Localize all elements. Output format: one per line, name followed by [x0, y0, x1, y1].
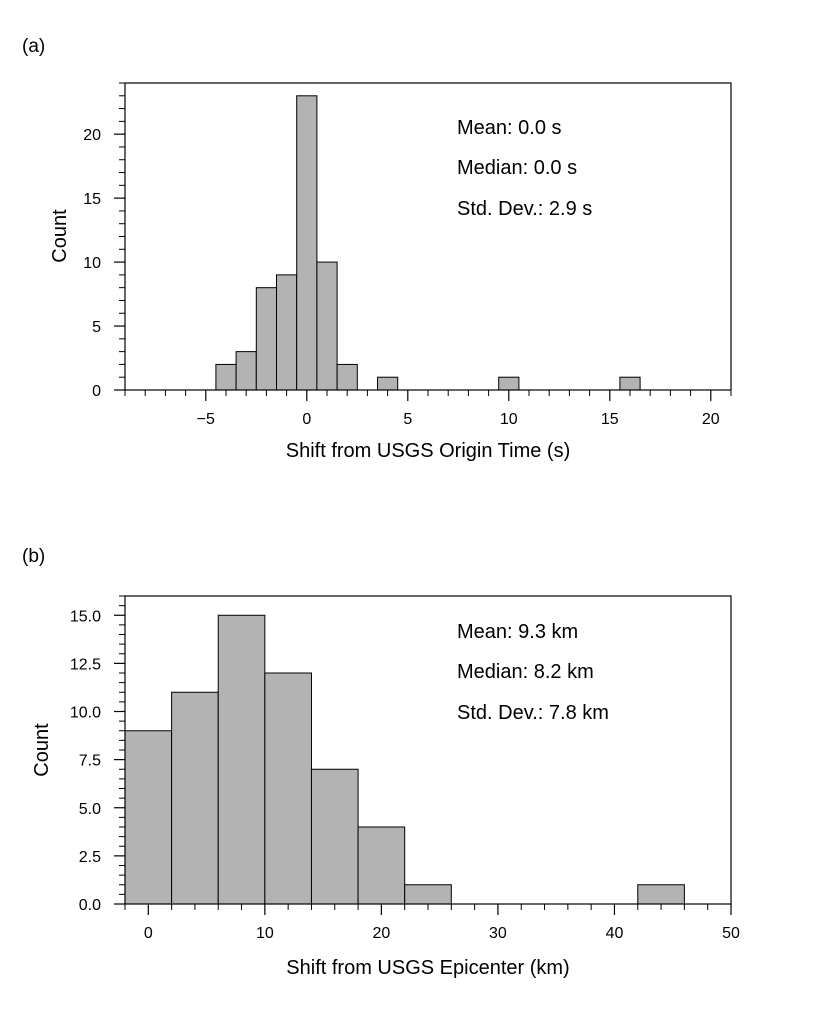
- bar-b-6: [404, 884, 452, 905]
- bar-a-2: [255, 287, 277, 391]
- y-tick-label-b: 0.0: [79, 897, 101, 914]
- bar-b-5: [357, 826, 406, 905]
- bar-a-5: [316, 261, 338, 391]
- x-axis-label-b: Shift from USGS Epicenter (km): [286, 957, 569, 979]
- bar-a-0: [215, 363, 237, 391]
- histogram-origin-time: (a) −5 0 5 10 15 20 0 5 10 15 20 Shift from USGS …: [22, 36, 732, 462]
- y-tick-label-b: 5.0: [79, 801, 101, 818]
- bar-b-7: [637, 884, 685, 905]
- bars-a: [215, 95, 641, 391]
- bar-a-4: [296, 95, 318, 391]
- bar-a-3: [276, 274, 298, 391]
- y-tick-labels-b: 0.0 2.5 5.0 7.5 10.0 12.5 15.0: [70, 608, 101, 914]
- y-tick-label-b: 2.5: [79, 849, 101, 866]
- x-tick-label-a: 10: [500, 411, 518, 428]
- y-tick-labels-a: 0 5 10 15 20: [83, 127, 101, 400]
- y-axis-label-b: Count: [31, 723, 53, 777]
- stat-mean-a: Mean: 0.0 s: [457, 117, 562, 139]
- bars-b: [124, 614, 685, 905]
- x-tick-label-b: 10: [256, 925, 274, 942]
- stat-median-b: Median: 8.2 km: [457, 661, 594, 683]
- bar-b-4: [310, 768, 359, 905]
- y-tick-label-a: 5: [92, 319, 101, 336]
- x-tick-label-b: 30: [489, 925, 507, 942]
- stat-median-a: Median: 0.0 s: [457, 157, 577, 179]
- bar-b-0: [124, 730, 173, 905]
- ticks-a: [114, 82, 732, 401]
- y-tick-label-a: 15: [83, 191, 101, 208]
- bar-a-1: [235, 351, 257, 391]
- bar-b-1: [171, 691, 219, 905]
- x-tick-label-a: −5: [197, 411, 215, 428]
- y-axis-label-a: Count: [49, 209, 71, 263]
- x-tick-label-b: 0: [144, 925, 153, 942]
- histogram-epicenter: (b) 0 10 20 30 40 50 0.0 2.5 5.0 7.5 10.0 12.5 15.0…: [22, 546, 740, 979]
- y-tick-label-a: 20: [83, 127, 101, 144]
- plot-frame-a: [124, 82, 732, 391]
- bar-b-3: [264, 672, 312, 905]
- stat-stddev-a: Std. Dev.: 2.9 s: [457, 198, 592, 220]
- panel-label-b: (b): [22, 546, 45, 567]
- x-tick-label-b: 50: [722, 925, 740, 942]
- bar-a-9: [619, 376, 641, 391]
- panel-label-a: (a): [22, 36, 45, 57]
- x-tick-label-a: 5: [403, 411, 412, 428]
- stat-mean-b: Mean: 9.3 km: [457, 621, 578, 643]
- stat-stddev-b: Std. Dev.: 7.8 km: [457, 702, 609, 724]
- x-axis-label-a: Shift from USGS Origin Time (s): [286, 440, 571, 462]
- x-tick-labels-a: −5 0 5 10 15 20: [197, 411, 720, 428]
- y-tick-label-b: 10.0: [70, 705, 101, 722]
- y-tick-label-b: 12.5: [70, 656, 101, 673]
- ticks-b: [114, 595, 732, 915]
- y-tick-label-a: 10: [83, 255, 101, 272]
- y-tick-label-a: 0: [92, 383, 101, 400]
- x-tick-label-b: 20: [372, 925, 390, 942]
- y-tick-label-b: 15.0: [70, 608, 101, 625]
- y-tick-label-b: 7.5: [79, 753, 101, 770]
- bar-a-7: [377, 376, 399, 391]
- x-tick-labels-b: 0 10 20 30 40 50: [144, 925, 740, 942]
- bar-a-6: [336, 363, 358, 391]
- x-tick-label-a: 0: [302, 411, 311, 428]
- x-tick-label-a: 20: [702, 411, 720, 428]
- bar-b-2: [217, 614, 266, 905]
- bar-a-8: [498, 376, 520, 391]
- x-tick-label-b: 40: [606, 925, 624, 942]
- x-tick-label-a: 15: [601, 411, 619, 428]
